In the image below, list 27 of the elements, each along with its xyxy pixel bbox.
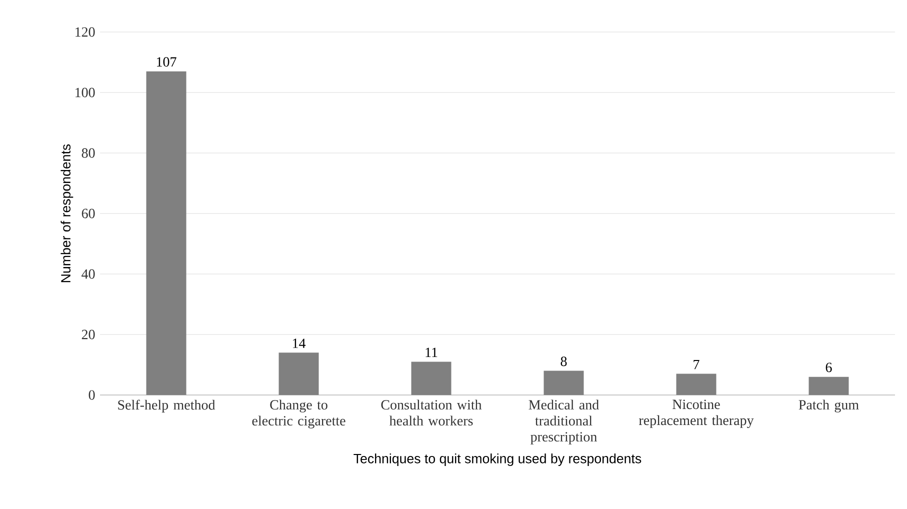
bar [676,374,716,395]
y-tick-label: 80 [82,148,95,158]
x-tick-label: Medical and traditional prescription [528,400,599,444]
bar [278,352,319,395]
x-tick-label: Change to electric cigarette [252,400,346,428]
y-axis-title: Number of respondents [60,144,74,282]
y-tick-label: 100 [76,88,95,98]
y-tick-label: 0 [88,390,95,400]
y-tick-label: 60 [82,208,95,218]
bar [146,71,186,395]
data-label: 6 [826,362,832,372]
x-tick-label: Patch gum [798,400,859,412]
y-tick-label: 120 [76,27,95,37]
x-axis-title: Techniques to quit smoking used by respondents [354,454,642,466]
data-label: 7 [694,360,700,370]
data-label: 107 [156,57,176,67]
bar [808,376,849,395]
data-label: 14 [292,338,306,348]
y-tick-label: 20 [82,330,95,340]
data-label: 8 [560,356,567,366]
bar [411,362,452,395]
y-tick-label: 40 [82,269,95,279]
x-tick-label: Nicotine replacement therapy [639,400,754,428]
x-tick-label: Self-help method [118,400,216,413]
x-tick-label: Consultation with health workers [381,400,482,426]
data-label: 11 [426,348,438,357]
bar [544,370,584,395]
